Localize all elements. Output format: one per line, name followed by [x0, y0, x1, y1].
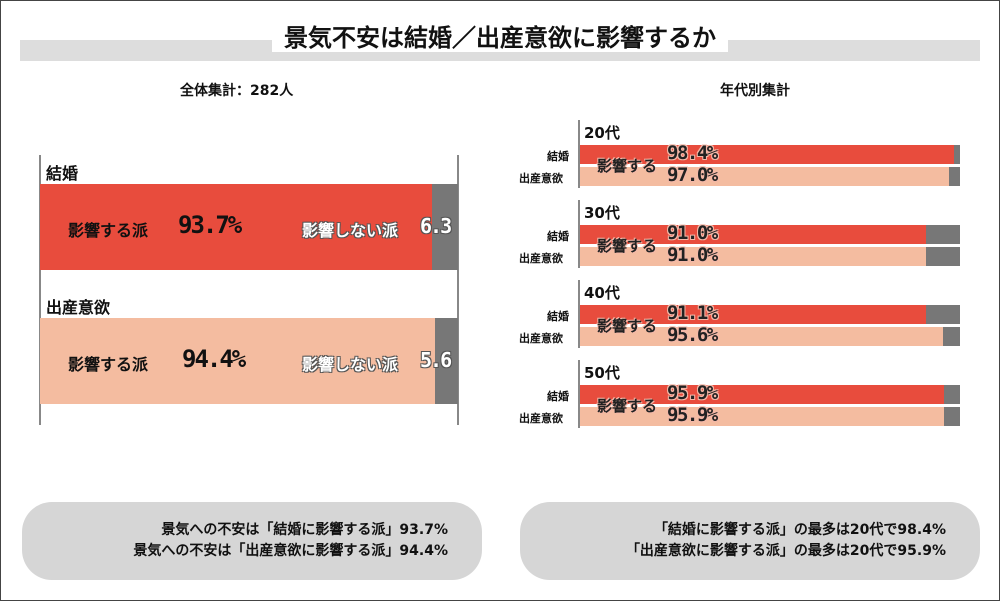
summary-right-line-2: 「出産意欲に影響する派」の最多は20代で95.9%	[625, 543, 946, 559]
bar-affect	[580, 327, 944, 346]
bar-category-label: 出産意欲	[519, 172, 563, 185]
bar-category-label: 結婚	[547, 390, 569, 403]
bar-category-label: 結婚	[547, 310, 569, 323]
series-label: 影響する	[597, 317, 658, 335]
value-affect: 93.7%	[178, 211, 242, 239]
bar-not-affect	[434, 318, 458, 404]
bar-not-affect	[431, 184, 458, 270]
legend-affect: 影響する派	[68, 221, 149, 240]
axis-right	[457, 155, 459, 425]
axis-left	[39, 155, 41, 425]
summary-left-line-2: 景気への不安は「出産意欲に影響する派」94.4%	[133, 543, 448, 559]
legend-not-affect: 影響しない派	[302, 355, 399, 374]
value-label: 91.1%	[667, 302, 718, 324]
legend-affect: 影響する派	[68, 355, 149, 374]
bar-affect	[40, 318, 435, 404]
group-axis	[578, 280, 580, 348]
age-label: 50代	[584, 364, 620, 382]
bar-category-label: 結婚	[547, 230, 569, 243]
bar-affect	[580, 167, 949, 186]
bar-affect	[580, 145, 954, 164]
bar-affect	[580, 305, 927, 324]
group-axis	[578, 200, 580, 268]
value-label: 91.0%	[667, 222, 718, 244]
value-label: 97.0%	[667, 164, 718, 186]
summary-left-line-1: 景気への不安は「結婚に影響する派」93.7%	[161, 522, 448, 538]
bar-affect	[580, 225, 926, 244]
bar-not-affect	[944, 385, 960, 404]
value-not-affect: 6.3	[420, 214, 452, 238]
bar-not-affect	[943, 327, 960, 346]
age-label: 20代	[584, 124, 620, 142]
bar-category-label: 出産意欲	[519, 332, 563, 345]
series-label: 影響する	[597, 157, 658, 175]
bar-category-label: 出産意欲	[519, 412, 563, 425]
page-title: 景気不安は結婚／出産意欲に影響するか	[0, 18, 1000, 53]
summary-left: 景気への不安は「結婚に影響する派」93.7% 景気への不安は「出産意欲に影響する…	[22, 502, 482, 580]
bar-affect	[580, 247, 926, 266]
age-label: 30代	[584, 204, 620, 222]
value-label: 95.9%	[667, 382, 718, 404]
category-label: 結婚	[46, 164, 79, 183]
group-axis	[578, 360, 580, 428]
value-affect: 94.4%	[182, 345, 246, 373]
category-label: 出産意欲	[46, 298, 111, 317]
legend-not-affect: 影響しない派	[302, 221, 399, 240]
series-label: 影響する	[597, 237, 658, 255]
bar-not-affect	[944, 407, 960, 426]
title-text: 景気不安は結婚／出産意欲に影響するか	[272, 24, 728, 52]
bar-not-affect	[948, 167, 960, 186]
series-label: 影響する	[597, 397, 658, 415]
bar-category-label: 結婚	[547, 150, 569, 163]
age-label: 40代	[584, 284, 620, 302]
bar-affect	[40, 184, 432, 270]
bar-category-label: 出産意欲	[519, 252, 563, 265]
value-label: 95.9%	[667, 404, 718, 426]
bar-affect	[580, 407, 945, 426]
bar-not-affect	[925, 225, 960, 244]
value-label: 95.6%	[667, 324, 718, 346]
value-label: 91.0%	[667, 244, 718, 266]
summary-right: 「結婚に影響する派」の最多は20代で98.4% 「出産意欲に影響する派」の最多は…	[520, 502, 980, 580]
bar-not-affect	[926, 305, 960, 324]
value-label: 98.4%	[667, 142, 718, 164]
bar-not-affect	[953, 145, 960, 164]
bar-not-affect	[925, 247, 960, 266]
overall-subtitle: 全体集計：282人	[180, 83, 294, 99]
bar-affect	[580, 385, 945, 404]
group-axis	[578, 120, 580, 188]
summary-right-line-1: 「結婚に影響する派」の最多は20代で98.4%	[653, 522, 946, 538]
value-not-affect: 5.6	[420, 348, 452, 372]
age-subtitle: 年代別集計	[720, 83, 790, 99]
